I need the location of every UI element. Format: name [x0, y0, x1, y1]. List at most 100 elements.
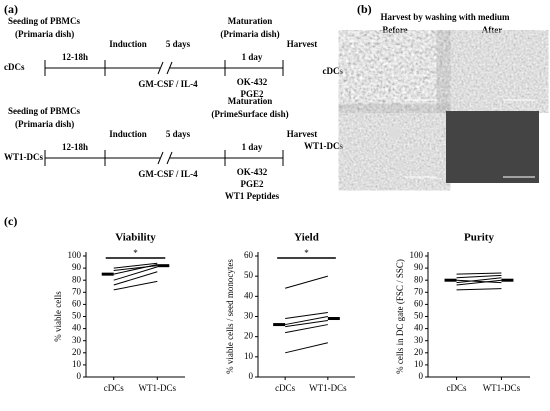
- timeline: [44, 60, 284, 166]
- donor-line: [456, 279, 502, 286]
- diagram-text: OK-432: [237, 167, 268, 177]
- column-label: After: [482, 25, 502, 35]
- row-label: cDCs: [323, 66, 344, 76]
- donor-line: [285, 324, 328, 334]
- y-tick-label: 30: [72, 335, 82, 345]
- y-tick-label: 40: [72, 323, 82, 333]
- scale-bars: [405, 99, 535, 178]
- y-tick-label: 30: [414, 335, 424, 345]
- y-tick-label: 0: [249, 371, 254, 381]
- diagram-text: (Primaria dish): [15, 119, 74, 129]
- row-label: WT1-DCs: [304, 141, 343, 151]
- y-tick-label: 90: [414, 262, 424, 272]
- y-tick-label: 70: [414, 286, 424, 296]
- y-tick-label: 80: [414, 274, 424, 284]
- y-axis-label: % cells in DC gate (FSC / SSC): [395, 259, 405, 374]
- y-tick-label: 50: [244, 270, 254, 280]
- donor-line: [456, 277, 502, 284]
- y-tick-label: 60: [414, 298, 424, 308]
- y-tick-label: 70: [72, 286, 82, 296]
- diagram-text: 12-18h: [62, 142, 88, 152]
- donor-line: [285, 320, 328, 328]
- diagram-text: OK-432: [237, 77, 268, 87]
- diagram-text: Seeding of PBMCs: [8, 16, 80, 26]
- diagram-text: 12-18h: [62, 52, 88, 62]
- donor-line: [285, 311, 328, 320]
- donor-line: [113, 263, 158, 275]
- significance-mark: *: [304, 248, 309, 258]
- diagram-text: PGE2: [240, 179, 264, 189]
- y-tick-label: 60: [244, 250, 254, 260]
- donor-line: [285, 275, 328, 289]
- diagram-text: Maturation: [228, 96, 273, 106]
- micrograph-title: Harvest by washing with medium: [380, 12, 510, 22]
- micrograph: [446, 111, 539, 183]
- donor-line: [113, 266, 158, 281]
- y-tick-label: 10: [72, 359, 82, 369]
- diagram-text: WT1 Peptides: [225, 191, 280, 201]
- y-tick-label: 100: [68, 250, 82, 260]
- diagram-text: (Primaria dish): [220, 29, 279, 39]
- micrograph: [348, 37, 441, 106]
- column-label: Before: [382, 25, 407, 35]
- y-axis-label: % viable cells / seed monocytes: [225, 259, 235, 374]
- x-tick-label: cDCs: [447, 383, 467, 393]
- diagram-text: (PrimeSurface dish): [211, 109, 288, 119]
- panel-label: (c): [4, 214, 17, 228]
- y-tick-label: 20: [244, 331, 254, 341]
- y-tick-label: 20: [414, 347, 424, 357]
- row-label: cDCs: [4, 62, 25, 72]
- diagram-text: Harvest: [287, 129, 318, 139]
- diagram-text: 1 day: [242, 52, 263, 62]
- y-tick-label: 40: [414, 323, 424, 333]
- diagram-text: Induction: [109, 129, 147, 139]
- donor-line: [285, 342, 328, 354]
- x-tick-label: cDCs: [104, 383, 124, 393]
- y-tick-label: 0: [77, 371, 82, 381]
- y-tick-label: 100: [410, 250, 424, 260]
- diagram-text: Induction: [109, 39, 147, 49]
- diagram-text: Harvest: [287, 39, 318, 49]
- cell-clusters: [367, 126, 422, 170]
- axis: [257, 252, 355, 378]
- diagram-text: Maturation: [228, 16, 273, 26]
- y-tick-label: 60: [72, 298, 82, 308]
- y-axis-label: % viable cells: [53, 291, 63, 342]
- y-tick-label: 50: [72, 311, 82, 321]
- chart-title: Purity: [464, 232, 494, 244]
- significance-mark: *: [133, 248, 138, 258]
- y-tick-label: 20: [72, 347, 82, 357]
- chart-title: Yield: [294, 232, 319, 244]
- y-tick-label: 90: [72, 262, 82, 272]
- micrograph: [348, 111, 441, 183]
- y-tick-label: 10: [244, 351, 254, 361]
- donor-line: [113, 262, 158, 269]
- diagram-text: (Primaria dish): [15, 29, 74, 39]
- y-tick-label: 40: [244, 290, 254, 300]
- axis: [427, 252, 530, 378]
- y-tick-label: 30: [244, 311, 254, 321]
- diagram-text: 5 days: [166, 129, 191, 139]
- donor-line: [456, 272, 502, 275]
- panel-label: (b): [357, 2, 372, 16]
- donor-line: [113, 280, 158, 291]
- donor-line: [456, 279, 502, 284]
- x-tick-label: WT1-DCs: [309, 383, 347, 393]
- x-tick-label: cDCs: [275, 383, 295, 393]
- diagram-text: 5 days: [166, 39, 191, 49]
- y-tick-label: 0: [419, 371, 424, 381]
- diagram-text: PGE2: [240, 89, 264, 99]
- diagram-text: GM-CSF / IL-4: [138, 79, 198, 89]
- y-tick-label: 10: [414, 359, 424, 369]
- axis: [85, 252, 185, 378]
- x-tick-label: WT1-DCs: [483, 383, 521, 393]
- diagram-text: 1 day: [242, 142, 263, 152]
- donor-line: [456, 288, 502, 291]
- panel-label: (a): [4, 2, 18, 16]
- y-tick-label: 50: [414, 311, 424, 321]
- donor-line: [285, 316, 328, 326]
- donor-line: [113, 271, 158, 286]
- diagram-text: Seeding of PBMCs: [8, 106, 80, 116]
- x-tick-label: WT1-DCs: [139, 383, 177, 393]
